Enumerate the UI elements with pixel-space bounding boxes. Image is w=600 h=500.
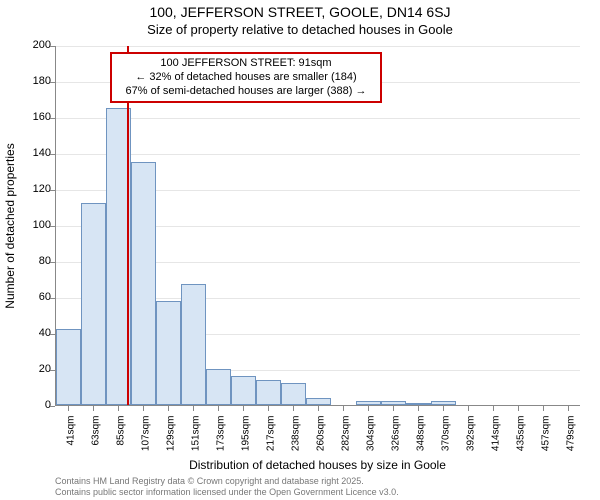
x-tick-mark bbox=[318, 406, 319, 411]
annotation-line-3: 67% of semi-detached houses are larger (… bbox=[118, 85, 374, 99]
x-tick-mark bbox=[243, 406, 244, 411]
histogram-bar bbox=[206, 369, 231, 405]
y-tick-label: 100 bbox=[11, 220, 51, 231]
histogram-bar bbox=[81, 203, 106, 405]
plot-area: 100 JEFFERSON STREET: 91sqm← 32% of deta… bbox=[55, 46, 580, 406]
y-tick-mark bbox=[50, 118, 55, 119]
x-tick-mark bbox=[143, 406, 144, 411]
x-tick-mark bbox=[418, 406, 419, 411]
x-tick-mark bbox=[493, 406, 494, 411]
chart-title-main: 100, JEFFERSON STREET, GOOLE, DN14 6SJ bbox=[0, 4, 600, 20]
histogram-bar bbox=[231, 376, 256, 405]
y-tick-mark bbox=[50, 190, 55, 191]
gridline bbox=[56, 118, 580, 119]
footer-line-2: Contains public sector information licen… bbox=[55, 487, 399, 498]
x-tick-mark bbox=[368, 406, 369, 411]
x-tick-mark bbox=[93, 406, 94, 411]
annotation-line-1: 100 JEFFERSON STREET: 91sqm bbox=[118, 57, 374, 71]
x-tick-mark bbox=[293, 406, 294, 411]
y-tick-label: 20 bbox=[11, 364, 51, 375]
annotation-line-2: ← 32% of detached houses are smaller (18… bbox=[118, 71, 374, 85]
annotation-box: 100 JEFFERSON STREET: 91sqm← 32% of deta… bbox=[110, 52, 382, 103]
y-tick-mark bbox=[50, 370, 55, 371]
x-tick-mark bbox=[193, 406, 194, 411]
y-tick-label: 200 bbox=[11, 40, 51, 51]
histogram-bar bbox=[406, 403, 431, 405]
x-tick-mark bbox=[68, 406, 69, 411]
gridline bbox=[56, 154, 580, 155]
y-tick-mark bbox=[50, 82, 55, 83]
y-tick-label: 180 bbox=[11, 76, 51, 87]
histogram-bar bbox=[181, 284, 206, 405]
y-tick-mark bbox=[50, 262, 55, 263]
y-tick-label: 40 bbox=[11, 328, 51, 339]
y-tick-label: 140 bbox=[11, 148, 51, 159]
histogram-bar bbox=[281, 383, 306, 405]
x-tick-mark bbox=[268, 406, 269, 411]
x-tick-mark bbox=[468, 406, 469, 411]
y-tick-mark bbox=[50, 298, 55, 299]
x-tick-mark bbox=[118, 406, 119, 411]
histogram-bar bbox=[256, 380, 281, 405]
x-tick-mark bbox=[443, 406, 444, 411]
y-tick-label: 80 bbox=[11, 256, 51, 267]
histogram-bar bbox=[381, 401, 406, 405]
x-tick-mark bbox=[343, 406, 344, 411]
x-tick-mark bbox=[218, 406, 219, 411]
x-tick-mark bbox=[543, 406, 544, 411]
chart-title-sub: Size of property relative to detached ho… bbox=[0, 22, 600, 37]
chart-container: 100, JEFFERSON STREET, GOOLE, DN14 6SJ S… bbox=[0, 0, 600, 500]
histogram-bar bbox=[156, 301, 181, 405]
footer-line-1: Contains HM Land Registry data © Crown c… bbox=[55, 476, 399, 487]
y-tick-mark bbox=[50, 226, 55, 227]
y-tick-mark bbox=[50, 334, 55, 335]
x-axis-label: Distribution of detached houses by size … bbox=[55, 458, 580, 472]
histogram-bar bbox=[356, 401, 381, 405]
y-tick-label: 120 bbox=[11, 184, 51, 195]
y-tick-mark bbox=[50, 46, 55, 47]
x-tick-mark bbox=[518, 406, 519, 411]
y-tick-label: 60 bbox=[11, 292, 51, 303]
histogram-bar bbox=[131, 162, 156, 405]
histogram-bar bbox=[306, 398, 331, 405]
y-tick-label: 160 bbox=[11, 112, 51, 123]
histogram-bar bbox=[56, 329, 81, 405]
y-tick-label: 0 bbox=[11, 400, 51, 411]
y-tick-mark bbox=[50, 154, 55, 155]
y-tick-mark bbox=[50, 406, 55, 407]
x-tick-mark bbox=[568, 406, 569, 411]
gridline bbox=[56, 46, 580, 47]
histogram-bar bbox=[431, 401, 456, 405]
x-tick-mark bbox=[393, 406, 394, 411]
x-tick-mark bbox=[168, 406, 169, 411]
footer-text: Contains HM Land Registry data © Crown c… bbox=[55, 476, 399, 498]
